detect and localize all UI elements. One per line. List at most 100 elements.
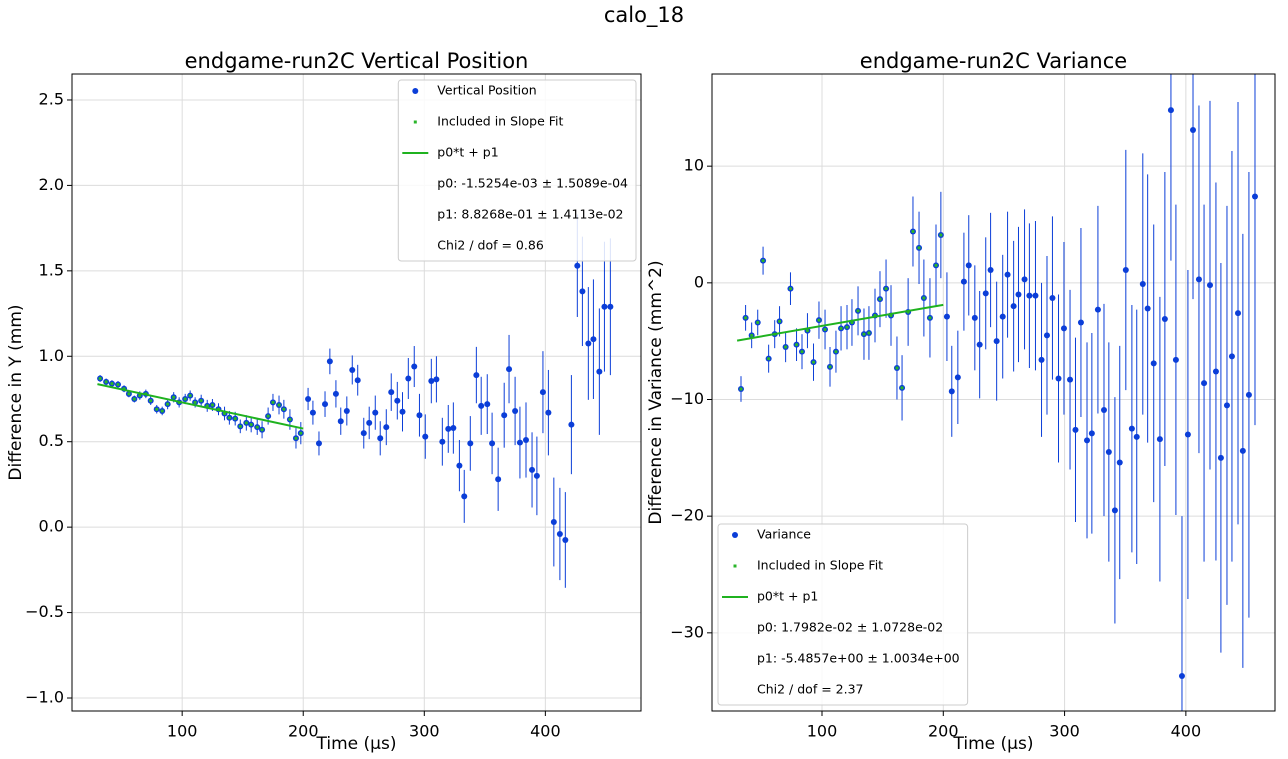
point bbox=[516, 439, 523, 446]
point bbox=[1133, 433, 1140, 440]
point bbox=[322, 401, 329, 408]
legend-stat: p0: 1.7982e-02 ± 1.0728e-02 bbox=[757, 620, 943, 635]
legend-stat: p0: -1.5254e-03 ± 1.5089e-04 bbox=[437, 176, 628, 191]
point bbox=[388, 389, 395, 396]
included-point bbox=[788, 287, 793, 291]
point bbox=[976, 341, 983, 348]
included-point bbox=[756, 320, 760, 325]
point bbox=[467, 440, 474, 447]
included-point bbox=[205, 404, 209, 408]
included-point bbox=[299, 431, 303, 435]
point bbox=[1043, 332, 1050, 339]
point bbox=[399, 408, 406, 415]
included-point bbox=[282, 407, 286, 411]
legend-label: p0*t + p1 bbox=[757, 589, 818, 604]
plot-area bbox=[736, 74, 1258, 711]
included-point bbox=[750, 333, 754, 337]
point bbox=[1251, 193, 1258, 200]
legend-box bbox=[717, 523, 969, 706]
legend-box bbox=[397, 79, 637, 262]
point bbox=[383, 424, 390, 431]
point bbox=[601, 303, 608, 310]
point bbox=[585, 340, 592, 347]
included-point bbox=[166, 402, 170, 406]
point bbox=[574, 262, 581, 269]
point bbox=[433, 376, 440, 383]
legend-marker bbox=[732, 532, 738, 538]
legend-label: p0*t + p1 bbox=[437, 145, 498, 160]
axes-title: endgame-run2C Vertical Position bbox=[185, 49, 529, 73]
included-point bbox=[98, 376, 102, 381]
point bbox=[489, 440, 496, 447]
point bbox=[1049, 295, 1056, 301]
point bbox=[545, 409, 552, 416]
point bbox=[439, 438, 446, 445]
included-point bbox=[911, 229, 915, 234]
point bbox=[450, 425, 457, 432]
included-point bbox=[823, 327, 827, 332]
point bbox=[372, 409, 379, 416]
point bbox=[1206, 282, 1213, 289]
point bbox=[1122, 267, 1129, 273]
y-tick-label: 10 bbox=[684, 156, 704, 175]
point bbox=[1167, 107, 1174, 114]
legend-stat: p1: 8.8268e-01 ± 1.4113e-02 bbox=[437, 207, 623, 222]
included-point bbox=[917, 246, 921, 250]
point bbox=[1105, 449, 1112, 455]
point bbox=[473, 372, 480, 379]
included-point bbox=[895, 366, 899, 370]
included-point bbox=[172, 395, 176, 399]
included-point bbox=[867, 331, 871, 335]
point bbox=[1150, 360, 1157, 367]
point bbox=[428, 378, 435, 385]
point bbox=[394, 397, 401, 404]
x-tick-label: 300 bbox=[409, 722, 440, 741]
y-tick-label: −0.5 bbox=[25, 602, 64, 621]
legend-label: Vertical Position bbox=[437, 83, 536, 98]
point bbox=[354, 377, 361, 384]
x-tick-label: 100 bbox=[807, 722, 838, 741]
point bbox=[1077, 319, 1084, 326]
y-tick-label: −1.0 bbox=[25, 688, 64, 707]
point bbox=[1072, 426, 1079, 433]
point bbox=[987, 267, 994, 273]
included-point bbox=[238, 424, 242, 428]
x-axis-label: Time (µs) bbox=[953, 734, 1034, 754]
legend-label: Included in Slope Fit bbox=[437, 114, 563, 129]
legend-stat: Chi2 / dof = 0.86 bbox=[437, 238, 544, 253]
y-tick-label: −30 bbox=[670, 622, 704, 641]
point bbox=[1235, 310, 1242, 317]
included-point bbox=[805, 329, 810, 333]
point bbox=[1004, 271, 1011, 278]
point bbox=[305, 395, 312, 402]
point bbox=[522, 437, 529, 444]
included-point bbox=[104, 380, 108, 384]
legend-marker bbox=[412, 88, 419, 94]
point bbox=[1021, 276, 1028, 283]
legend-stat: Chi2 / dof = 2.37 bbox=[757, 682, 863, 697]
point bbox=[445, 425, 452, 432]
point bbox=[337, 418, 344, 425]
y-tick-label: −10 bbox=[670, 389, 704, 408]
axes-title: endgame-run2C Variance bbox=[860, 49, 1127, 73]
included-point bbox=[928, 316, 932, 320]
figure-title: calo_18 bbox=[604, 3, 684, 28]
axes-frame bbox=[71, 73, 642, 712]
axes: 100 200 300 400 −30 −20 −10 0 10 endgame-run2C Va… bbox=[646, 49, 1276, 754]
included-point bbox=[761, 259, 765, 263]
point bbox=[1245, 391, 1252, 398]
point bbox=[1212, 368, 1219, 375]
point bbox=[1195, 276, 1202, 283]
included-point bbox=[227, 416, 231, 420]
legend-label: Variance bbox=[757, 527, 811, 542]
point bbox=[377, 435, 384, 442]
included-point bbox=[878, 297, 882, 301]
included-point bbox=[828, 365, 832, 369]
included-point bbox=[160, 409, 164, 413]
included-point bbox=[155, 407, 159, 411]
fit-line bbox=[97, 383, 304, 430]
point bbox=[1084, 437, 1091, 444]
point bbox=[1144, 305, 1151, 312]
x-tick-label: 100 bbox=[167, 722, 198, 741]
